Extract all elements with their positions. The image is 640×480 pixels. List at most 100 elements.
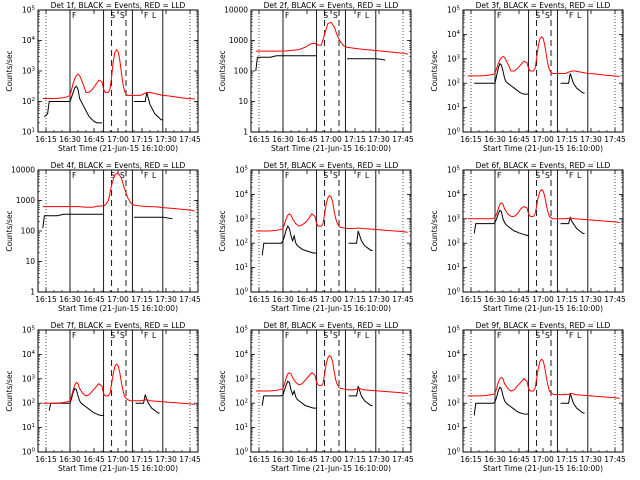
x-tick-label: 17:00 bbox=[320, 295, 342, 304]
x-tick-label: 16:30 bbox=[59, 295, 81, 304]
panel-title: Det 4f, BLACK = Events, RED = LLD bbox=[51, 161, 186, 170]
x-tick-label: 17:30 bbox=[155, 295, 177, 304]
y-tick-label: 100 bbox=[21, 227, 36, 236]
x-tick-label: 17:45 bbox=[179, 455, 201, 464]
x-tick-label: 16:30 bbox=[272, 295, 294, 304]
interval-marker-label: S bbox=[535, 11, 540, 20]
x-tick-label: 17:45 bbox=[604, 135, 626, 144]
x-tick-label: 17:30 bbox=[155, 455, 177, 464]
panel-title: Det 5f, BLACK = Events, RED = LLD bbox=[264, 161, 399, 170]
x-tick-label: 16:15 bbox=[460, 295, 482, 304]
x-tick-label: 16:45 bbox=[508, 135, 530, 144]
interval-marker-label: S bbox=[333, 11, 338, 20]
x-tick-label: 16:30 bbox=[59, 135, 81, 144]
x-tick-label: 16:45 bbox=[83, 135, 105, 144]
y-tick-label: 100 bbox=[234, 67, 249, 76]
interval-marker-label: S bbox=[545, 171, 550, 180]
x-tick-label: 17:15 bbox=[556, 135, 578, 144]
x-tick-label: 16:30 bbox=[272, 455, 294, 464]
x-tick-label: 17:00 bbox=[107, 135, 129, 144]
y-axis-label: Counts/sec bbox=[5, 370, 14, 411]
interval-marker-label: S bbox=[120, 331, 125, 340]
detector-lightcurve-figure: Det 1f, BLACK = Events, RED = LLD Counts/… bbox=[0, 0, 640, 480]
y-tick-label: 1000 bbox=[229, 36, 248, 45]
x-tick-label: 16:45 bbox=[508, 455, 530, 464]
y-axis-label: Counts/sec bbox=[218, 50, 227, 91]
x-tick-label: 17:00 bbox=[107, 455, 129, 464]
x-tick-label: 16:45 bbox=[83, 455, 105, 464]
interval-marker-label: F bbox=[285, 171, 289, 180]
x-tick-label: 17:00 bbox=[320, 455, 342, 464]
interval-marker-label: S bbox=[323, 11, 328, 20]
y-tick-label: 10000 bbox=[224, 6, 248, 15]
x-tick-label: 17:30 bbox=[580, 135, 602, 144]
y-axis-label: Counts/sec bbox=[430, 370, 439, 411]
x-axis-label: Start Time (21-Jun-15 16:10:00) bbox=[483, 304, 603, 313]
x-tick-label: 17:30 bbox=[368, 295, 390, 304]
interval-marker-label: S bbox=[535, 331, 540, 340]
x-axis-label: Start Time (21-Jun-15 16:10:00) bbox=[271, 464, 391, 473]
figure-background bbox=[0, 0, 640, 480]
x-axis-label: Start Time (21-Jun-15 16:10:00) bbox=[483, 464, 603, 473]
interval-marker-label: F bbox=[72, 11, 76, 20]
x-tick-label: 16:15 bbox=[248, 135, 270, 144]
y-tick-label: 1 bbox=[243, 128, 248, 137]
x-tick-label: 16:45 bbox=[296, 295, 318, 304]
y-tick-label: 10 bbox=[238, 97, 248, 106]
x-tick-label: 17:30 bbox=[580, 455, 602, 464]
interval-marker-label: S bbox=[110, 331, 115, 340]
x-tick-label: 16:30 bbox=[484, 295, 506, 304]
x-tick-label: 17:15 bbox=[344, 455, 366, 464]
x-tick-label: 16:15 bbox=[460, 135, 482, 144]
x-axis-label: Start Time (21-Jun-15 16:10:00) bbox=[58, 144, 178, 153]
panel-title: Det 1f, BLACK = Events, RED = LLD bbox=[51, 1, 186, 10]
x-tick-label: 17:00 bbox=[532, 455, 554, 464]
interval-marker-label: S bbox=[110, 11, 115, 20]
x-tick-label: 16:30 bbox=[484, 455, 506, 464]
panel-title: Det 7f, BLACK = Events, RED = LLD bbox=[51, 321, 186, 330]
x-tick-label: 17:30 bbox=[368, 455, 390, 464]
interval-marker-label: F bbox=[357, 171, 361, 180]
interval-marker-label: S bbox=[120, 171, 125, 180]
interval-marker-label: F bbox=[285, 331, 289, 340]
x-tick-label: 16:15 bbox=[35, 135, 57, 144]
interval-marker-label: S bbox=[323, 171, 328, 180]
x-tick-label: 16:45 bbox=[508, 295, 530, 304]
x-tick-label: 17:30 bbox=[368, 135, 390, 144]
y-tick-label: 1 bbox=[30, 288, 35, 297]
x-tick-label: 17:00 bbox=[532, 135, 554, 144]
interval-marker-label: F bbox=[569, 171, 573, 180]
x-tick-label: 17:30 bbox=[155, 135, 177, 144]
x-tick-label: 16:30 bbox=[59, 455, 81, 464]
interval-marker-label: F bbox=[357, 11, 361, 20]
x-tick-label: 17:00 bbox=[320, 135, 342, 144]
x-tick-label: 17:45 bbox=[392, 295, 414, 304]
x-tick-label: 16:15 bbox=[248, 455, 270, 464]
x-tick-label: 17:15 bbox=[131, 455, 153, 464]
x-tick-label: 17:45 bbox=[392, 135, 414, 144]
interval-marker-label: F bbox=[144, 11, 148, 20]
x-tick-label: 17:15 bbox=[131, 295, 153, 304]
interval-marker-label: S bbox=[323, 331, 328, 340]
panel-title: Det 9f, BLACK = Events, RED = LLD bbox=[476, 321, 611, 330]
interval-marker-label: F bbox=[497, 171, 501, 180]
x-tick-label: 17:15 bbox=[556, 455, 578, 464]
y-tick-label: 10 bbox=[25, 257, 35, 266]
interval-marker-label: F bbox=[72, 331, 76, 340]
interval-marker-label: S bbox=[545, 331, 550, 340]
y-axis-label: Counts/sec bbox=[5, 210, 14, 251]
interval-marker-label: F bbox=[569, 331, 573, 340]
y-tick-label: 10000 bbox=[11, 166, 35, 175]
x-tick-label: 17:00 bbox=[107, 295, 129, 304]
panel-title: Det 8f, BLACK = Events, RED = LLD bbox=[264, 321, 399, 330]
x-tick-label: 16:15 bbox=[248, 295, 270, 304]
interval-marker-label: S bbox=[545, 11, 550, 20]
x-tick-label: 16:15 bbox=[35, 295, 57, 304]
x-axis-label: Start Time (21-Jun-15 16:10:00) bbox=[58, 304, 178, 313]
interval-marker-label: F bbox=[285, 11, 289, 20]
interval-marker-label: S bbox=[120, 11, 125, 20]
y-axis-label: Counts/sec bbox=[218, 210, 227, 251]
x-axis-label: Start Time (21-Jun-15 16:10:00) bbox=[271, 304, 391, 313]
x-tick-label: 16:15 bbox=[460, 455, 482, 464]
interval-marker-label: S bbox=[333, 171, 338, 180]
